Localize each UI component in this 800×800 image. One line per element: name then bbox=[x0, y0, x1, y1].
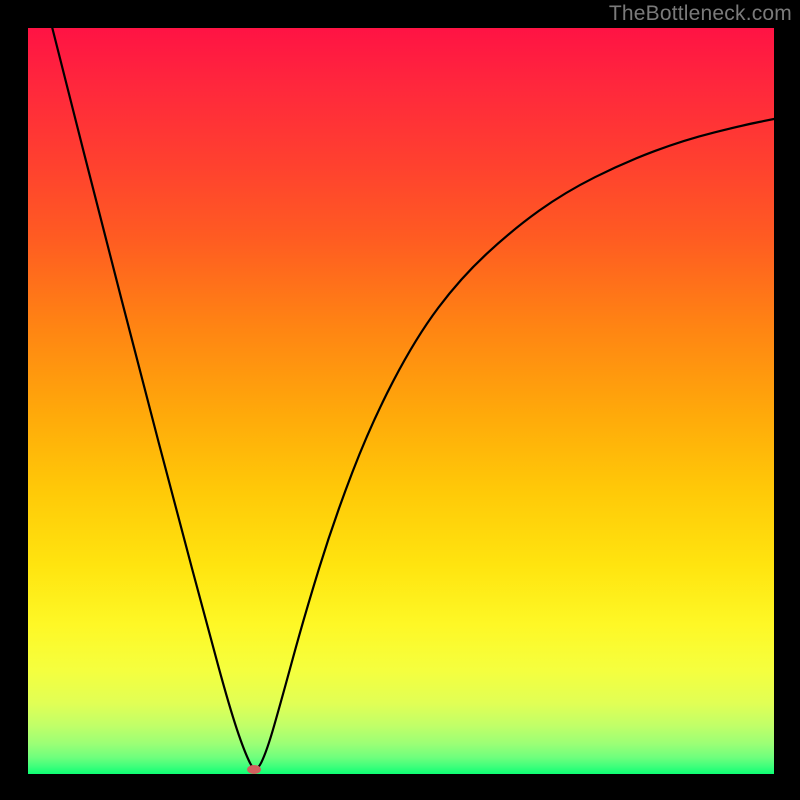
bottleneck-chart bbox=[0, 0, 800, 800]
optimum-marker bbox=[248, 766, 261, 774]
chart-background bbox=[28, 28, 774, 774]
watermark-label: TheBottleneck.com bbox=[609, 2, 792, 26]
